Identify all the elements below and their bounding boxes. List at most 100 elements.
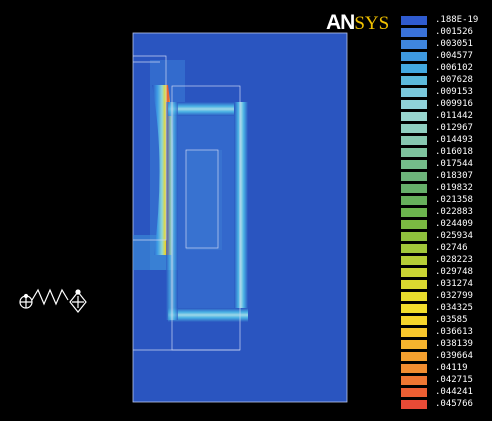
- legend-row: .024409: [399, 219, 492, 231]
- legend-swatch: [401, 124, 427, 133]
- legend-swatch: [401, 364, 427, 373]
- legend-swatch: [401, 400, 427, 409]
- legend-label: .019832: [435, 183, 473, 193]
- legend-row: .029748: [399, 267, 492, 279]
- legend-swatch: [401, 232, 427, 241]
- legend-swatch: [401, 268, 427, 277]
- legend-swatch: [401, 316, 427, 325]
- legend-label: .032799: [435, 291, 473, 301]
- legend-label: .044241: [435, 387, 473, 397]
- ansys-logo: AN SYS: [326, 11, 390, 34]
- legend-swatch: [401, 148, 427, 157]
- legend-row: .012967: [399, 123, 492, 135]
- legend-swatch: [401, 40, 427, 49]
- legend-label: .04119: [435, 363, 468, 373]
- legend-label: .188E-19: [435, 15, 479, 25]
- legend-label: .03585: [435, 315, 468, 325]
- legend-label: .007628: [435, 75, 473, 85]
- legend-label: .009153: [435, 87, 473, 97]
- legend-row: .019832: [399, 183, 492, 195]
- legend-row: .025934: [399, 231, 492, 243]
- legend-row: .001526: [399, 27, 492, 39]
- legend-label: .018307: [435, 171, 473, 181]
- legend-swatch: [401, 244, 427, 253]
- legend-swatch: [401, 172, 427, 181]
- legend-swatch: [401, 388, 427, 397]
- legend-row: .042715: [399, 375, 492, 387]
- legend-label: .009916: [435, 99, 473, 109]
- legend-label: .003051: [435, 39, 473, 49]
- core-top-band: [168, 102, 242, 116]
- legend-label: .021358: [435, 195, 473, 205]
- legend-row: .022883: [399, 207, 492, 219]
- legend-label: .034325: [435, 303, 473, 313]
- legend-row: .044241: [399, 387, 492, 399]
- legend-label: .014493: [435, 135, 473, 145]
- legend-row: .03585: [399, 315, 492, 327]
- legend-label: .031274: [435, 279, 473, 289]
- legend-row: .017544: [399, 159, 492, 171]
- legend-label: .039664: [435, 351, 473, 361]
- core-bottom-band: [168, 308, 248, 322]
- legend-swatch: [401, 76, 427, 85]
- legend-swatch: [401, 52, 427, 61]
- legend-swatch: [401, 184, 427, 193]
- legend-label: .012967: [435, 123, 473, 133]
- legend-row: .009916: [399, 99, 492, 111]
- legend-row: .009153: [399, 87, 492, 99]
- legend-swatch: [401, 280, 427, 289]
- legend-row: .006102: [399, 63, 492, 75]
- legend-swatch: [401, 64, 427, 73]
- legend-label: .02746: [435, 243, 468, 253]
- legend-swatch: [401, 136, 427, 145]
- legend-row: .034325: [399, 303, 492, 315]
- legend-swatch: [401, 28, 427, 37]
- legend-swatch: [401, 352, 427, 361]
- legend-row: .038139: [399, 339, 492, 351]
- legend-row: .028223: [399, 255, 492, 267]
- legend-row: .016018: [399, 147, 492, 159]
- legend-row: .014493: [399, 135, 492, 147]
- legend-label: .016018: [435, 147, 473, 157]
- model-outline: [132, 32, 348, 403]
- legend-swatch: [401, 16, 427, 25]
- core-right-band: [234, 102, 248, 320]
- core-body-shade: [186, 150, 222, 250]
- legend-row: .018307: [399, 171, 492, 183]
- legend-label: .024409: [435, 219, 473, 229]
- legend-swatch: [401, 304, 427, 313]
- legend-row: .031274: [399, 279, 492, 291]
- legend-row: .02746: [399, 243, 492, 255]
- legend-swatch: [401, 196, 427, 205]
- outline-left-block: [133, 55, 167, 241]
- legend-row: .021358: [399, 195, 492, 207]
- spring-symbol-icon: [19, 288, 87, 313]
- legend-swatch: [401, 292, 427, 301]
- legend-row: .045766: [399, 399, 492, 411]
- legend-swatch: [401, 328, 427, 337]
- legend-label: .011442: [435, 111, 473, 121]
- logo-suffix: SYS: [354, 13, 390, 34]
- legend-label: .022883: [435, 207, 473, 217]
- legend-swatch: [401, 112, 427, 121]
- legend-label: .036613: [435, 327, 473, 337]
- outline-core-inner: [185, 149, 219, 249]
- legend-row: .188E-19: [399, 15, 492, 27]
- legend-row: .039664: [399, 351, 492, 363]
- logo-prefix: AN: [326, 11, 355, 34]
- legend-swatch: [401, 160, 427, 169]
- legend-swatch: [401, 220, 427, 229]
- legend-label: .017544: [435, 159, 473, 169]
- legend-row: .004577: [399, 51, 492, 63]
- legend-row: .032799: [399, 291, 492, 303]
- legend-label: .045766: [435, 399, 473, 409]
- legend-swatch: [401, 208, 427, 217]
- legend-row: .003051: [399, 39, 492, 51]
- legend-label: .006102: [435, 63, 473, 73]
- legend-label: .004577: [435, 51, 473, 61]
- legend-label: .029748: [435, 267, 473, 277]
- legend-swatch: [401, 376, 427, 385]
- legend-swatch: [401, 340, 427, 349]
